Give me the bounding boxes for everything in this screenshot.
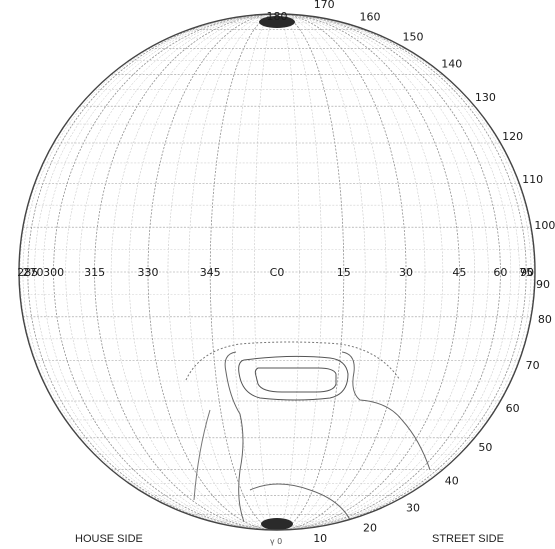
vertical-angle-label: 60 [506, 402, 520, 415]
vertical-angle-label: 180 [267, 10, 288, 23]
contour-bottom-arc [249, 483, 351, 521]
vertical-angle-label: 30 [406, 502, 420, 515]
top-pole [259, 16, 295, 28]
meridian-line [94, 14, 460, 530]
vertical-angle-label: 40 [445, 474, 459, 487]
house-side-label: HOUSE SIDE [75, 533, 143, 545]
contour-3 [224, 351, 245, 523]
contour-inner [254, 367, 337, 393]
vertical-angle-label: 120 [502, 130, 523, 143]
street-side-label: STREET SIDE [432, 533, 504, 545]
horizontal-angle-label: 285 [17, 266, 38, 279]
vertical-angle-label: 50 [478, 441, 492, 454]
horizontal-angle-label: 270 [23, 266, 44, 279]
contour-outer-left [185, 341, 401, 381]
horizontal-angle-label: 345 [200, 266, 221, 279]
gamma-zero-label: γ 0 [270, 537, 282, 546]
horizontal-angle-label: C0 [270, 266, 285, 279]
vertical-angle-label: 160 [360, 10, 381, 23]
sphere-grid [19, 14, 535, 530]
horizontal-angle-label: 15 [337, 266, 351, 279]
contour-lower-left [193, 409, 211, 501]
vertical-angle-label: 80 [538, 313, 552, 326]
horizontal-angle-label: 330 [138, 266, 159, 279]
horizontal-angle-label: 30 [399, 266, 413, 279]
bottom-pole [261, 518, 293, 530]
vertical-angle-label: 70 [526, 359, 540, 372]
vertical-angle-label: 110 [522, 173, 543, 186]
horizontal-angle-label: 45 [452, 266, 466, 279]
horizontal-angle-label: 60 [493, 266, 507, 279]
horizontal-angle-label: 90 [520, 266, 534, 279]
horizontal-angle-label: 300 [43, 266, 64, 279]
isocandela-contours [185, 341, 431, 523]
vertical-angle-labels: 10 20 30 40 50 60 70 80 90 100 110 120 130 140 150 160 1… [267, 0, 555, 545]
vertical-angle-label: 100 [534, 219, 555, 232]
vertical-angle-label: 20 [363, 522, 377, 535]
pole-markers [259, 16, 295, 530]
vertical-angle-label: 90 [536, 278, 550, 291]
meridian-line [188, 14, 366, 530]
sphere-outline [18, 13, 536, 531]
vertical-angle-label: 140 [441, 58, 462, 71]
vertical-angle-label: 170 [314, 0, 335, 11]
vertical-angle-label: 150 [403, 30, 424, 43]
contour-3b [341, 351, 431, 471]
horizontal-angle-label: 315 [84, 266, 105, 279]
contour-2 [238, 355, 349, 401]
vertical-angle-label: 130 [475, 91, 496, 104]
meridian-line [209, 14, 345, 530]
vertical-angle-label: 10 [313, 532, 327, 545]
horizontal-angle-label: 75 [519, 266, 533, 279]
